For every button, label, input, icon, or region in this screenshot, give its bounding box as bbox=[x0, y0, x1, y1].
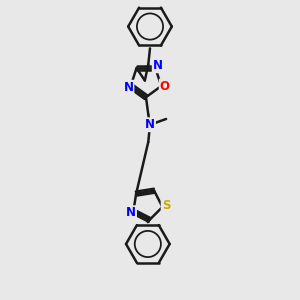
Text: N: N bbox=[145, 118, 155, 131]
Text: N: N bbox=[126, 206, 136, 219]
Text: S: S bbox=[162, 199, 170, 212]
Text: O: O bbox=[160, 80, 170, 93]
Text: N: N bbox=[123, 81, 134, 94]
Text: N: N bbox=[153, 59, 163, 72]
